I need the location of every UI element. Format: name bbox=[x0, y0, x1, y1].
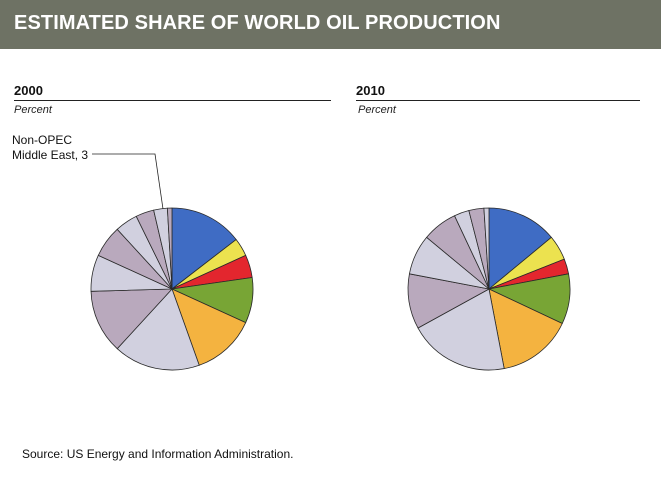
pie-slice-2000-1 bbox=[171, 207, 237, 290]
pie-slice-2000-6 bbox=[116, 288, 200, 371]
unit-label-2010: Percent bbox=[358, 104, 396, 116]
pie-slice-2010-1 bbox=[488, 207, 552, 290]
title-bar: ESTIMATED SHARE OF WORLD OIL PRODUCTION bbox=[0, 0, 661, 49]
callout-line-2: Middle East, 3 bbox=[12, 148, 89, 162]
pie-slice-2000-13 bbox=[166, 207, 173, 290]
pie-slice-2000-5 bbox=[171, 288, 247, 366]
chart-title-2010: 2010 bbox=[356, 83, 385, 98]
pie-slice-2010-12 bbox=[483, 207, 490, 290]
page-title: ESTIMATED SHARE OF WORLD OIL PRODUCTION bbox=[14, 12, 501, 34]
pie-slice-2010-6 bbox=[417, 288, 505, 371]
callout-line-1: Non-OPEC bbox=[12, 133, 73, 147]
pie-chart-2010 bbox=[407, 207, 571, 371]
divider-2000 bbox=[14, 100, 331, 101]
pie-slice-2010-5 bbox=[488, 288, 563, 369]
pie-chart-2000 bbox=[90, 207, 254, 371]
callout-leader-line bbox=[92, 153, 164, 210]
callout-label: Non-OPEC Middle East, 3 bbox=[12, 133, 88, 163]
chart-title-2000: 2000 bbox=[14, 83, 43, 98]
divider-2010 bbox=[356, 100, 640, 101]
pie-slice-2000-7 bbox=[90, 288, 173, 350]
unit-label-2000: Percent bbox=[14, 104, 52, 116]
source-note: Source: US Energy and Information Admini… bbox=[22, 447, 294, 461]
